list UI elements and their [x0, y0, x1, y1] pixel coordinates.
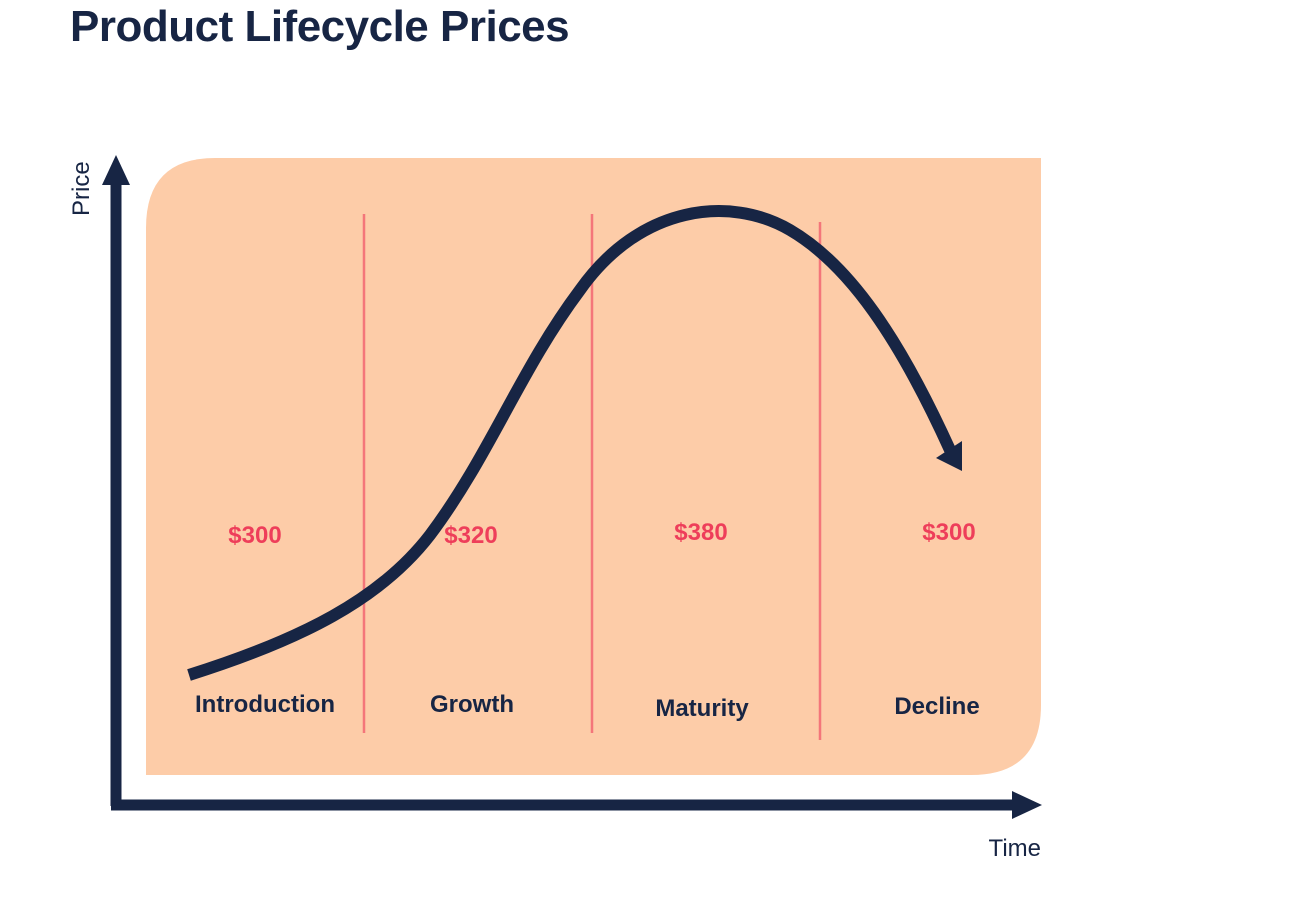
stage-label-introduction: Introduction	[195, 691, 335, 718]
lifecycle-curve	[187, 205, 956, 681]
curve-arrowhead	[936, 441, 962, 471]
stage-panel	[146, 158, 1041, 775]
page-title: Product Lifecycle Prices	[70, 2, 570, 51]
price-label-decline: $300	[922, 519, 975, 546]
price-label-growth: $320	[444, 522, 497, 549]
price-label-maturity: $380	[674, 519, 727, 546]
x-axis-arrowhead	[1012, 791, 1042, 819]
stage-label-maturity: Maturity	[655, 695, 749, 722]
x-axis-label: Time	[989, 835, 1041, 862]
stage-label-growth: Growth	[430, 691, 514, 718]
stage-label-decline: Decline	[894, 693, 979, 720]
y-axis-label: Price	[68, 161, 95, 216]
price-label-introduction: $300	[228, 522, 281, 549]
y-axis-arrowhead	[102, 155, 130, 185]
